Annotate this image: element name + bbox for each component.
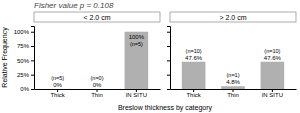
- y-tick-mark: [31, 32, 34, 33]
- y-tick: [167, 75, 170, 76]
- y-tick: 0%: [20, 86, 34, 92]
- y-tick-mark: [31, 60, 34, 61]
- x-tick-label: IN SITU: [126, 92, 147, 98]
- y-tick-mark: [31, 89, 34, 90]
- bar: [125, 32, 149, 89]
- bar: [261, 62, 285, 89]
- y-tick: [167, 32, 170, 33]
- bar: [221, 86, 245, 89]
- y-tick-mark: [167, 60, 170, 61]
- y-tick-mark: [31, 75, 34, 76]
- y-tick-label: 0%: [20, 86, 29, 92]
- y-axis: [167, 27, 171, 90]
- count-label: (n=0): [91, 75, 104, 81]
- y-tick: [167, 89, 170, 90]
- bars: [125, 32, 149, 89]
- x-tick: Thin: [91, 89, 103, 98]
- data-label: 47.6%: [264, 55, 282, 61]
- x-tick-label: Thick: [50, 92, 65, 98]
- y-tick: 100%: [14, 29, 34, 35]
- count-label: (n=10): [186, 48, 202, 54]
- x-tick: Thick: [50, 89, 65, 98]
- y-tick-mark: [167, 89, 170, 90]
- y-tick: 75%: [17, 43, 34, 49]
- data-labels: 0%(n=5)0%(n=0)100%(n=5): [51, 34, 145, 88]
- panel-header: > 2.0 cm: [219, 14, 246, 21]
- x-axis-title: Breslow thickness by category: [118, 104, 213, 112]
- panel: > 2.0 cm47.6%(n=10)4.8%(n=1)47.6%(n=10)T…: [167, 12, 297, 98]
- x-tick: IN SITU: [126, 89, 147, 98]
- panel-header-box: [170, 12, 296, 22]
- data-label: 100%: [129, 34, 145, 40]
- count-label: (n=10): [264, 48, 280, 54]
- y-tick-label: 25%: [17, 72, 30, 78]
- bars: [182, 62, 284, 89]
- y-tick: 50%: [17, 58, 34, 64]
- y-tick-mark: [167, 32, 170, 33]
- data-label: 0%: [53, 82, 62, 88]
- x-tick: Thin: [227, 89, 239, 98]
- bar: [182, 62, 206, 89]
- count-label: (n=1): [227, 72, 240, 78]
- y-tick: 25%: [17, 72, 34, 78]
- x-tick-label: Thin: [227, 92, 239, 98]
- bar: [46, 89, 70, 90]
- x-tick-label: IN SITU: [262, 92, 283, 98]
- x-axis: Thick Thin IN SITU: [171, 89, 297, 98]
- y-tick-label: 100%: [14, 29, 30, 35]
- panel-header: < 2.0 cm: [83, 14, 110, 21]
- panel-header-box: [34, 12, 160, 22]
- count-label: (n=5): [130, 41, 143, 47]
- x-tick: IN SITU: [262, 89, 283, 98]
- x-tick: Thick: [186, 89, 201, 98]
- y-axis: 0% 25% 50% 75% 100%: [14, 27, 35, 93]
- y-axis-title: Relative Frequency: [1, 27, 9, 88]
- y-tick: [167, 60, 170, 61]
- y-tick-mark: [167, 46, 170, 47]
- y-tick-label: 50%: [17, 58, 30, 64]
- data-label: 4.8%: [226, 79, 240, 85]
- data-label: 47.6%: [185, 55, 203, 61]
- y-tick-mark: [31, 46, 34, 47]
- y-axis-line: [31, 27, 35, 90]
- title: Fisher value p = 0.108: [34, 1, 114, 10]
- bar: [85, 89, 109, 90]
- y-axis-line: [167, 27, 171, 90]
- x-tick-label: Thin: [91, 92, 103, 98]
- data-labels: 47.6%(n=10)4.8%(n=1)47.6%(n=10): [185, 48, 281, 86]
- y-tick-label: 75%: [17, 43, 30, 49]
- y-tick: [167, 46, 170, 47]
- x-axis: Thick Thin IN SITU: [35, 89, 161, 98]
- chart: Fisher value p = 0.108< 2.0 cm0%(n=5)0%(…: [0, 0, 300, 113]
- data-label: 0%: [93, 82, 102, 88]
- x-tick-label: Thick: [186, 92, 201, 98]
- count-label: (n=5): [51, 75, 64, 81]
- panel: < 2.0 cm0%(n=5)0%(n=0)100%(n=5)0%25%50%7…: [14, 12, 161, 98]
- y-tick-mark: [167, 75, 170, 76]
